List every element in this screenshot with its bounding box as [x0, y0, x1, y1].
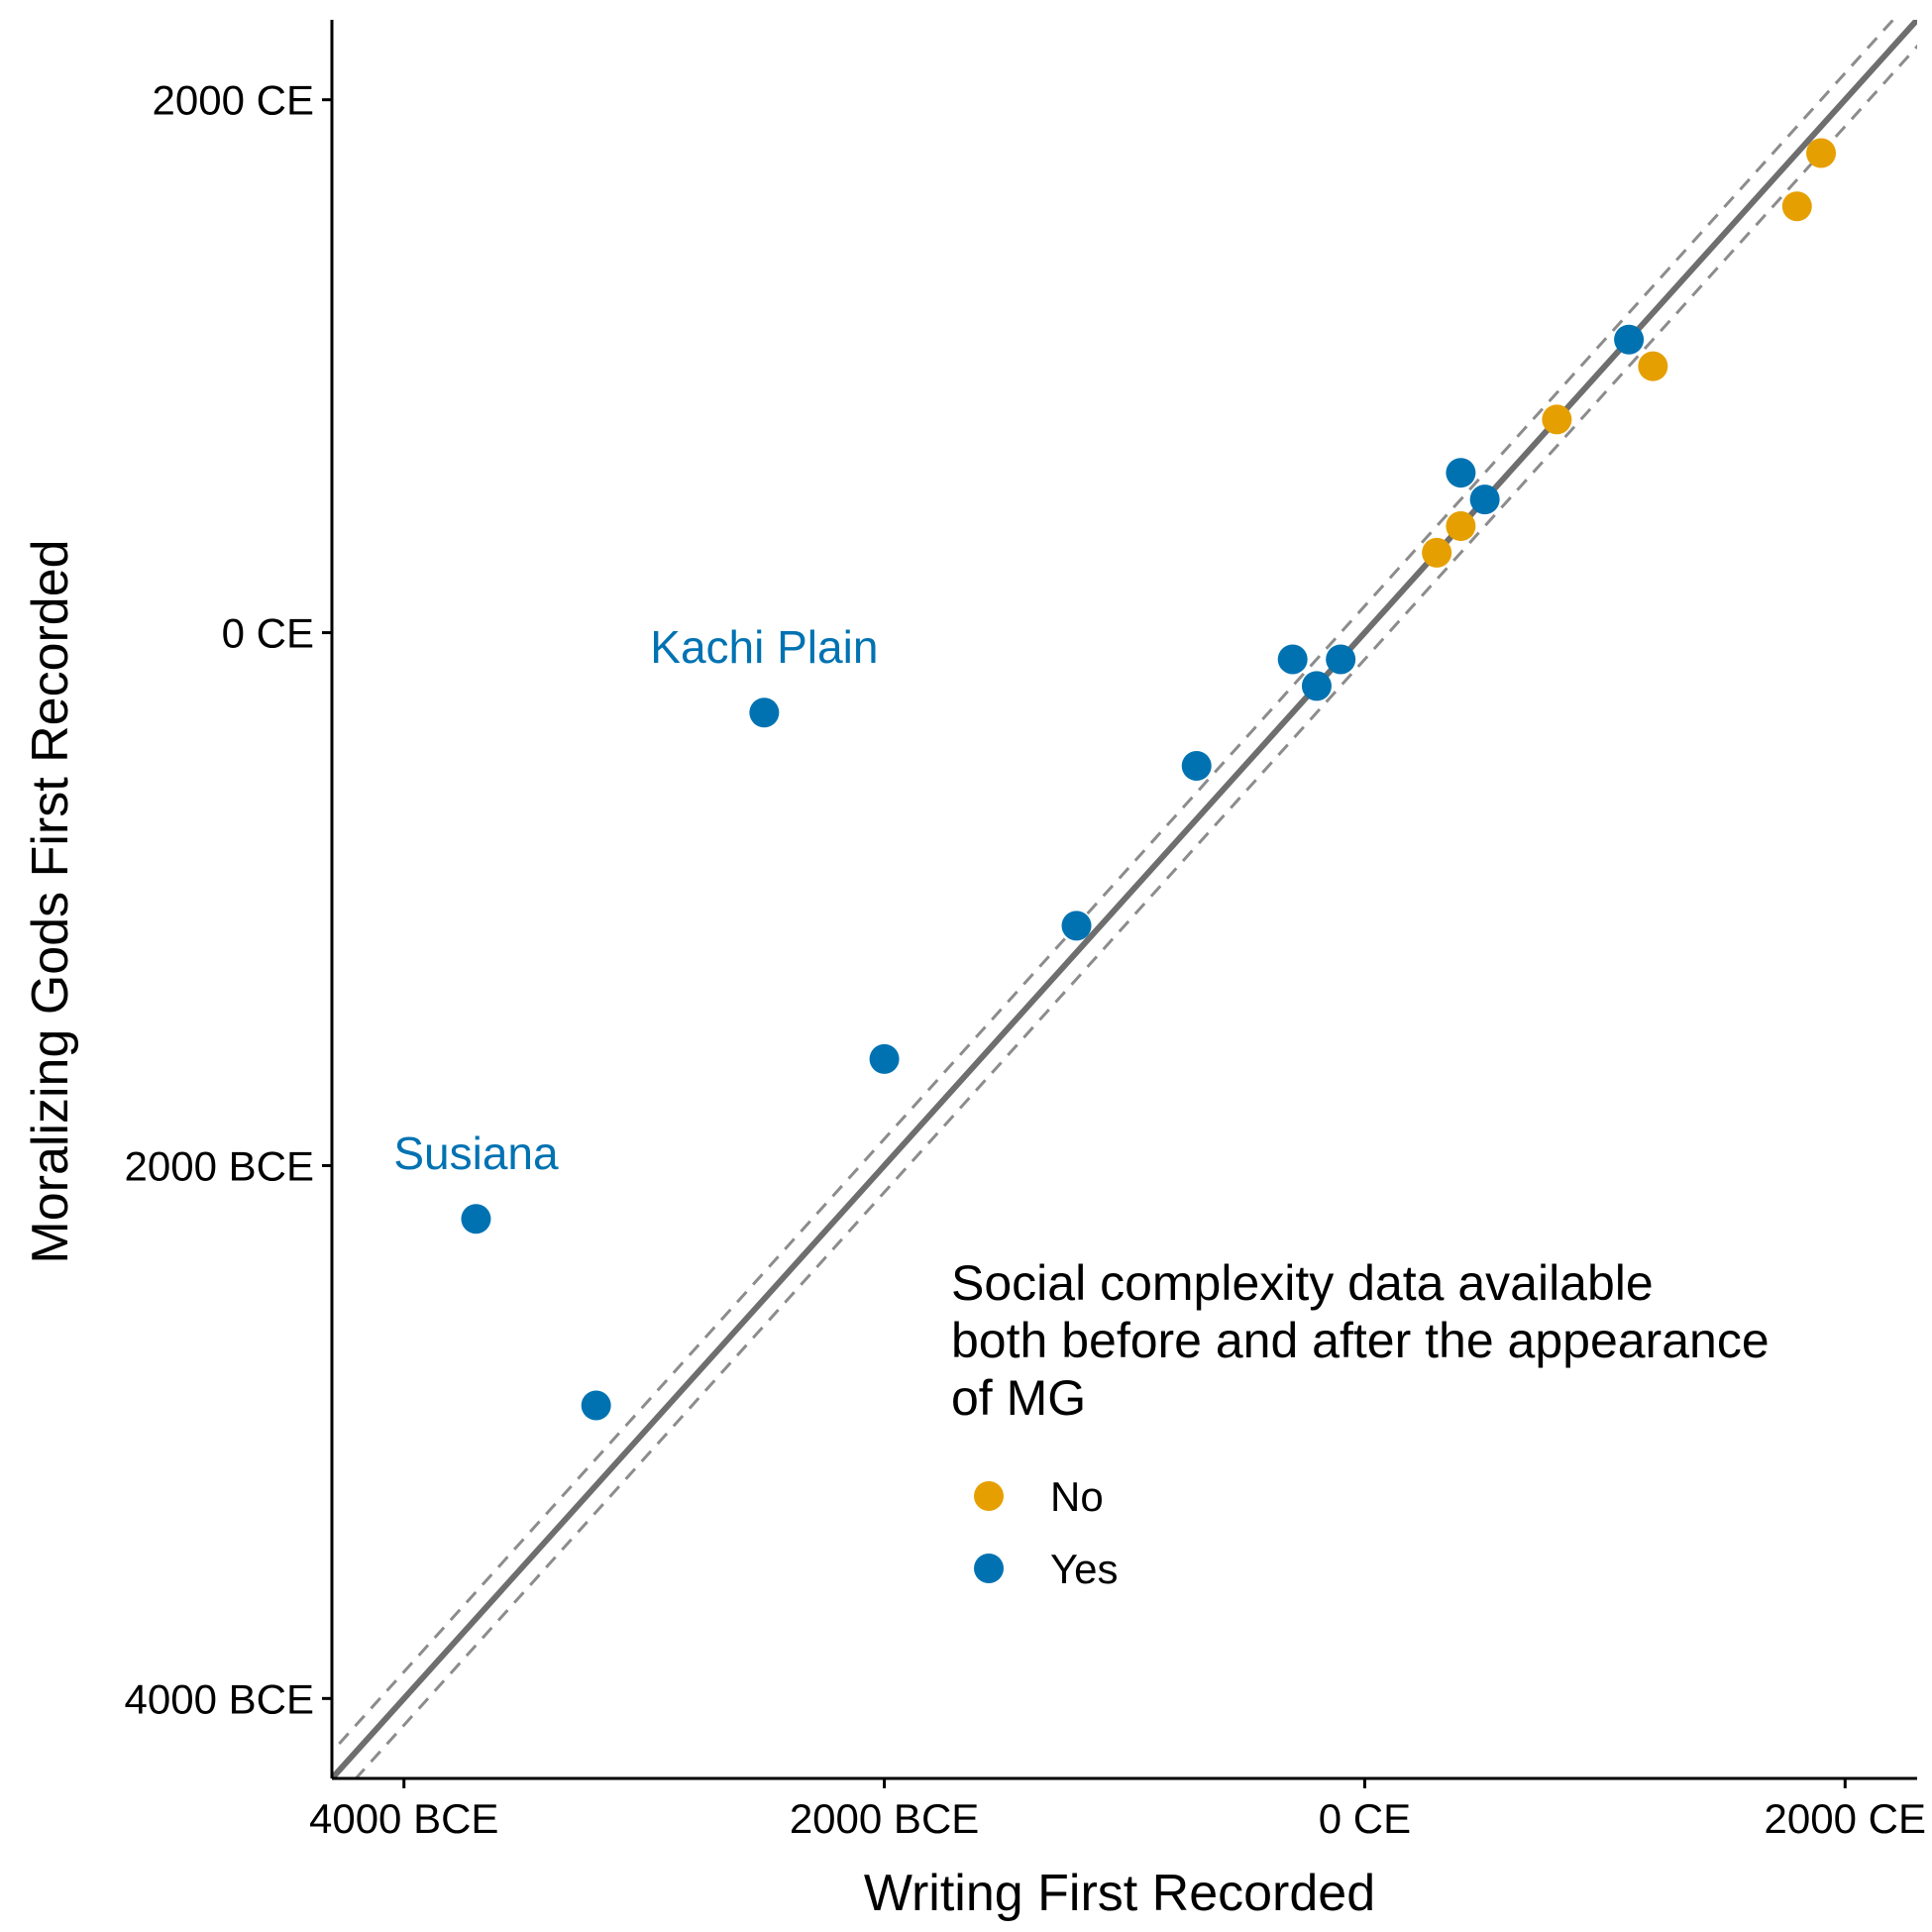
- y-tick-label: 0 CE: [222, 610, 314, 657]
- data-point-yes: [1061, 911, 1092, 941]
- legend-label-no: No: [1050, 1473, 1104, 1520]
- data-point-yes: [1181, 751, 1212, 782]
- legend-key-yes: [974, 1554, 1004, 1583]
- y-axis-title: Moralizing Gods First Recorded: [22, 539, 79, 1263]
- y-axis-ticks: 4000 BCE 2000 BCE 0 CE 2000 CE: [125, 77, 332, 1722]
- data-point-yes: [749, 698, 780, 728]
- x-tick-label: 0 CE: [1319, 1795, 1411, 1842]
- legend-title: Social complexity data available: [951, 1255, 1654, 1311]
- x-tick-label: 4000 BCE: [309, 1795, 498, 1842]
- legend-title: of MG: [951, 1370, 1086, 1426]
- data-point-no: [1446, 510, 1476, 541]
- y-tick-label: 4000 BCE: [125, 1675, 314, 1722]
- legend-label-yes: Yes: [1050, 1546, 1119, 1592]
- data-point-yes: [581, 1390, 611, 1421]
- y-tick-label: 2000 BCE: [125, 1142, 314, 1189]
- x-tick-label: 2000 BCE: [790, 1795, 979, 1842]
- dashed-reference-line: [354, 44, 1917, 1778]
- data-point-yes: [1614, 324, 1645, 355]
- legend-key-no: [974, 1481, 1004, 1511]
- reference-lines: [332, 20, 1917, 1778]
- x-axis-title: Writing First Recorded: [864, 1865, 1375, 1922]
- data-point-no: [1542, 404, 1572, 435]
- point-annotation: Kachi Plain: [650, 621, 878, 673]
- dashed-reference-line: [332, 20, 1895, 1755]
- y-tick-label: 2000 CE: [153, 77, 314, 124]
- data-point-no: [1638, 351, 1668, 381]
- data-points: [461, 138, 1837, 1421]
- data-point-yes: [1469, 484, 1500, 515]
- data-point-yes: [461, 1204, 491, 1234]
- annotations: Kachi Plain Susiana: [393, 621, 878, 1179]
- data-point-no: [1781, 191, 1812, 222]
- data-point-yes: [1446, 458, 1476, 488]
- x-axis-ticks: 4000 BCE 2000 BCE 0 CE 2000 CE: [309, 1778, 1926, 1842]
- x-tick-label: 2000 CE: [1765, 1795, 1926, 1842]
- data-point-yes: [1326, 644, 1356, 675]
- data-point-yes: [1301, 671, 1332, 701]
- data-point-yes: [1277, 644, 1308, 675]
- point-annotation: Susiana: [393, 1127, 559, 1179]
- data-point-yes: [869, 1043, 900, 1074]
- data-point-no: [1806, 138, 1837, 168]
- data-point-no: [1422, 537, 1452, 568]
- identity-line: [332, 20, 1917, 1778]
- legend-title: both before and after the appearance: [951, 1313, 1770, 1368]
